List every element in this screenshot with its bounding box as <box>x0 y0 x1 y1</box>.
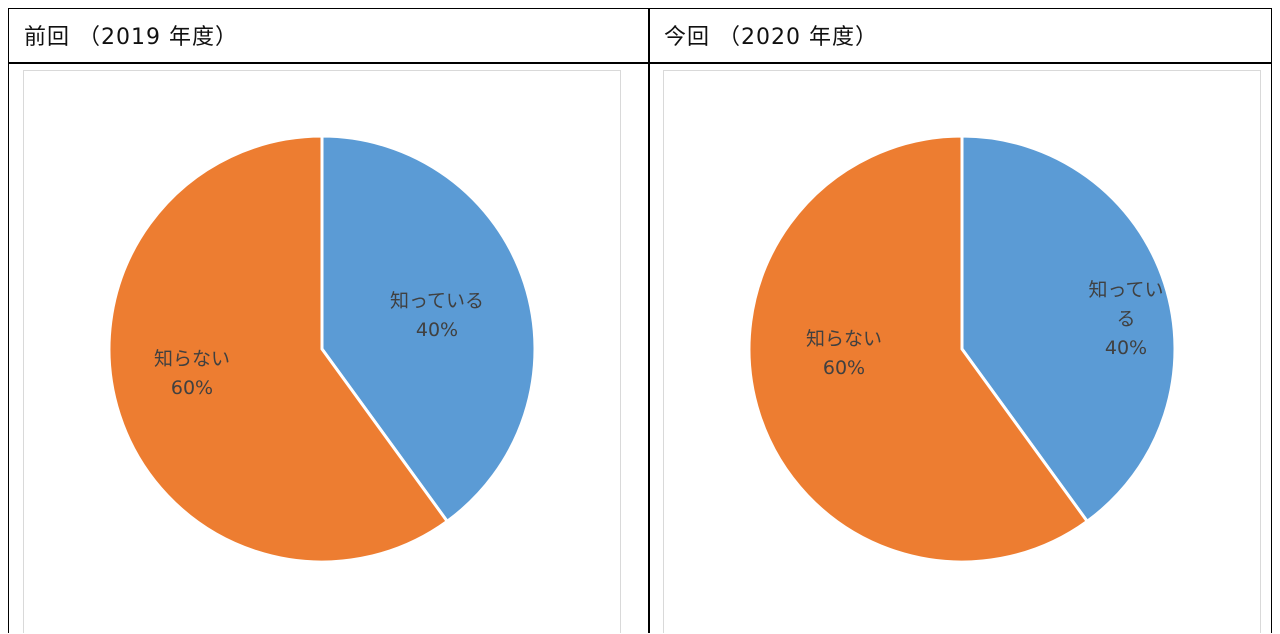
table-divider-horizontal <box>8 62 1272 64</box>
slice-known <box>320 134 537 524</box>
label-unknown: 知らない 60% <box>154 348 230 399</box>
label-unknown: 知らない 60% <box>806 328 882 379</box>
outer-table <box>8 8 1272 633</box>
slice-unknown <box>107 134 450 564</box>
table-divider-vertical <box>648 8 650 633</box>
pie-chart-2019: 知っている 40% 知らない 60% <box>107 134 537 564</box>
label-known: 知っている 40% <box>1088 279 1163 359</box>
slice-known <box>960 134 1177 524</box>
label-known: 知っている 40% <box>390 290 484 341</box>
chart-panel-2019: 知っている 40% 知らない 60% <box>23 70 621 633</box>
slice-unknown <box>747 134 1090 564</box>
header-current-year: 今回 （2020 年度） <box>664 25 878 50</box>
header-previous-year: 前回 （2019 年度） <box>24 25 238 50</box>
pie-chart-2020: 知っている 40% 知らない 60% <box>747 134 1177 564</box>
chart-panel-2020: 知っている 40% 知らない 60% <box>663 70 1261 633</box>
